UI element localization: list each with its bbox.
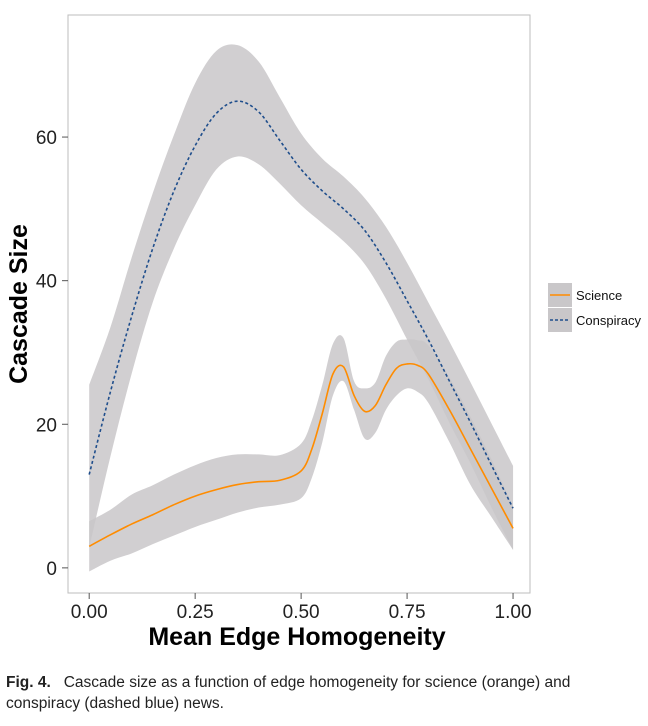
panel-border <box>67 14 531 594</box>
y-tick-label: 0 <box>46 559 57 580</box>
confidence-band-conspiracy <box>89 44 514 550</box>
plot-area <box>67 14 531 594</box>
axes: 0.00 0.25 0.50 0.75 1.00 0 20 40 60 <box>36 128 532 623</box>
legend-label-conspiracy: Conspiracy <box>576 313 642 328</box>
legend: Science Conspiracy <box>548 283 642 332</box>
x-tick-label: 0.50 <box>283 602 320 623</box>
y-tick-label: 60 <box>36 128 57 149</box>
chart: 0.00 0.25 0.50 0.75 1.00 0 20 40 60 Mean Edge Ho… <box>5 14 642 651</box>
y-tick-label: 20 <box>36 415 57 436</box>
x-axis-title: Mean Edge Homogeneity <box>148 623 445 651</box>
caption-text: Cascade size as a function of edge homog… <box>6 674 571 712</box>
caption-label: Fig. 4. <box>6 674 51 691</box>
figure-caption: Fig. 4. Cascade size as a function of ed… <box>6 672 642 714</box>
y-axis-title: Cascade Size <box>5 224 33 384</box>
series-line-science <box>88 362 514 548</box>
x-tick-label: 0.25 <box>177 602 214 623</box>
series-line-conspiracy <box>88 100 514 509</box>
x-tick-label: 0.75 <box>389 602 426 623</box>
legend-label-science: Science <box>576 288 622 303</box>
y-tick-label: 40 <box>36 272 57 293</box>
x-tick-label: 1.00 <box>495 602 532 623</box>
confidence-band-science <box>89 335 514 572</box>
x-tick-label: 0.00 <box>71 602 108 623</box>
